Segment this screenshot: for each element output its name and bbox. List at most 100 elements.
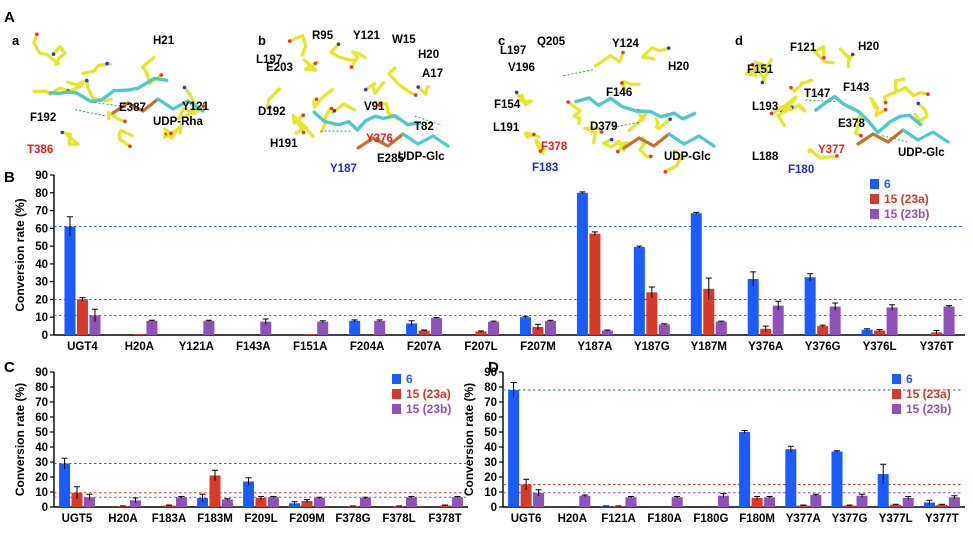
residue-label: T82: [414, 121, 434, 133]
bar: [797, 505, 809, 507]
y-tick-label: 70: [35, 397, 48, 409]
chart-panel-d: 0 10 20 30 40 50 60 70 80 90 Conversion rate (%) UG…: [462, 367, 965, 525]
y-tick-label: 30: [484, 457, 497, 469]
x-tick-label: F378T: [428, 513, 461, 525]
bar: [83, 497, 95, 507]
ligand-stick: [48, 76, 169, 104]
residue-label: Y187: [330, 163, 357, 175]
x-tick-label: H20A: [558, 513, 587, 525]
bar: [301, 501, 313, 507]
x-tick-label: Y376G: [805, 341, 841, 353]
y-axis-label: Conversion rate (%): [13, 383, 27, 496]
residue-stick: [769, 106, 793, 128]
heteroatom: [377, 103, 382, 107]
residue-stick: [641, 46, 671, 61]
residue-stick: [620, 80, 641, 92]
heteroatom: [336, 42, 341, 46]
residue-label: F183: [532, 162, 558, 174]
bar: [844, 505, 855, 507]
residue-label: L193: [752, 101, 778, 113]
bar: [902, 498, 914, 507]
x-tick-label: F180A: [647, 513, 682, 525]
residue-label: D192: [258, 106, 286, 118]
heteroatom: [105, 61, 109, 66]
bar: [772, 305, 784, 335]
residue-stick: [176, 104, 205, 121]
heteroatom: [769, 111, 774, 116]
heteroatom: [566, 100, 570, 104]
bar: [508, 390, 520, 507]
residue-label: F192: [30, 112, 56, 124]
hydrogen-bond: [563, 69, 594, 77]
bar: [747, 279, 759, 335]
residue-label: H20: [418, 49, 439, 61]
x-tick-label: F183A: [152, 513, 187, 525]
bar: [579, 495, 591, 507]
heteroatom: [169, 131, 173, 136]
bar: [948, 497, 960, 507]
bar: [703, 288, 715, 335]
residue-stick: [416, 85, 431, 96]
residue-label: H20: [668, 61, 689, 73]
residue-stick: [523, 131, 541, 139]
bar: [418, 330, 430, 335]
residue-stick: [66, 79, 86, 94]
bar: [260, 321, 272, 335]
bar: [71, 492, 83, 507]
heteroatom: [363, 87, 368, 92]
heteroatom: [599, 130, 604, 134]
residue-label: F378: [541, 141, 568, 153]
y-tick-label: 40: [35, 442, 48, 454]
x-tick-label: F209L: [244, 513, 277, 525]
residue-stick: [654, 117, 672, 130]
y-tick-label: 50: [35, 241, 48, 253]
residue-stick: [789, 78, 814, 93]
heteroatom: [750, 62, 755, 67]
bar: [532, 327, 544, 335]
sugar-donor-base: [901, 128, 950, 144]
bar: [690, 213, 702, 335]
sugar-donor-base: [667, 132, 716, 148]
bar: [117, 506, 129, 507]
x-tick-label: F183M: [197, 513, 233, 525]
heteroatom: [883, 107, 888, 112]
heteroatom: [332, 109, 337, 113]
structure-panel-a: a H21 E387 Y121 F192 T386 UDP-Rha: [12, 32, 209, 156]
heteroatom: [301, 113, 306, 117]
residue-stick: [330, 102, 357, 115]
bar: [810, 495, 822, 507]
residue-label: H20: [858, 41, 879, 53]
x-tick-label: Y377L: [879, 513, 913, 525]
sugar-donor-label: UDP-Rha: [153, 116, 203, 128]
x-tick-label: Y377A: [786, 513, 821, 525]
residue-stick: [117, 128, 134, 148]
residue-stick: [534, 138, 547, 155]
y-tick-label: 50: [484, 427, 497, 439]
heteroatom: [668, 117, 672, 121]
residue-stick: [583, 126, 604, 145]
bar: [347, 506, 359, 507]
residue-stick: [813, 45, 835, 65]
panel-letter-d-upper: D: [488, 359, 499, 376]
residue-label: H21: [153, 35, 175, 47]
residue-stick: [853, 112, 863, 138]
x-tick-label: F378G: [335, 513, 370, 525]
bar: [163, 505, 175, 507]
hydrogen-bond: [882, 135, 908, 143]
sugar-donor-phosphate: [622, 132, 671, 150]
subpanel-letter-c: c: [498, 33, 505, 48]
residue-stick: [913, 101, 929, 123]
legend-label: 15 (23a): [406, 387, 451, 401]
heteroatom: [268, 105, 272, 110]
ligand-stick: [574, 96, 697, 121]
y-tick-label: 30: [35, 277, 48, 289]
bar: [625, 497, 637, 507]
sugar-donor-base: [401, 132, 450, 148]
bar: [359, 498, 371, 507]
bar: [717, 495, 729, 507]
legend-label: 6: [884, 177, 891, 191]
heteroatom: [532, 132, 536, 137]
bar: [267, 497, 279, 507]
bar: [890, 504, 902, 507]
heteroatom: [182, 85, 187, 90]
